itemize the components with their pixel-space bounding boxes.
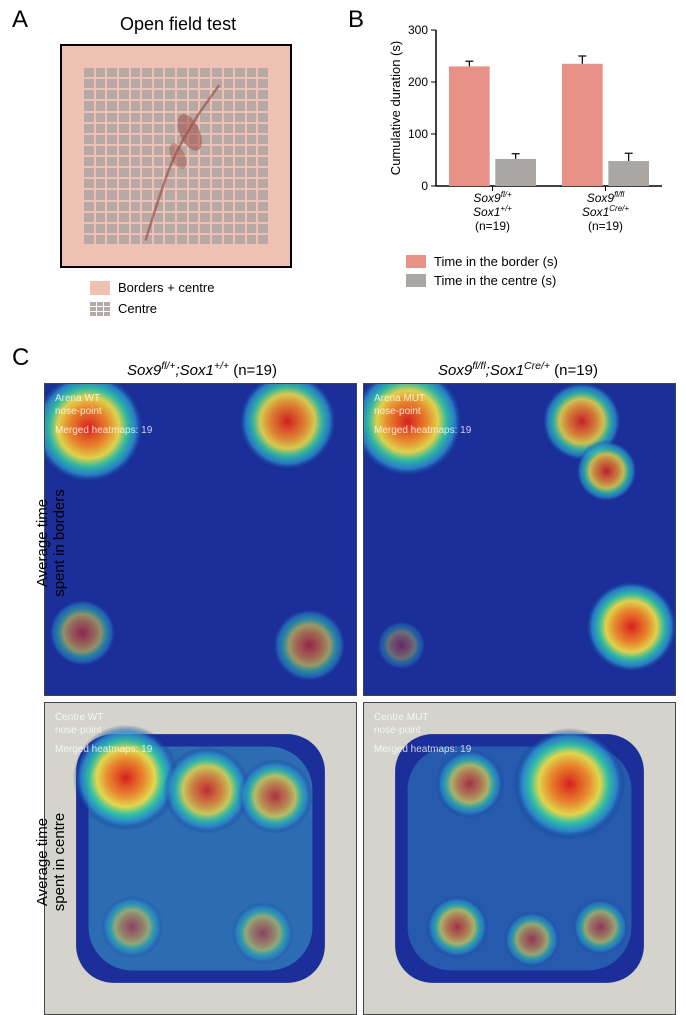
svg-text:0: 0 <box>421 179 428 193</box>
heatmap-overlay-title: Arena MUTnose-point <box>374 392 425 418</box>
heatmap-overlay-title: Centre MUTnose-point <box>374 711 428 737</box>
legend-label: Time in the centre (s) <box>434 273 556 288</box>
legend-swatch-border <box>90 281 110 295</box>
heatmap-column-headers: Sox9fl/+;Sox1+/+ (n=19)Sox9fl/fl;Sox1Cre… <box>44 360 676 383</box>
panel-a-title: Open field test <box>120 14 236 35</box>
heatmap-overlay-title: Arena WTnose-point <box>55 392 102 418</box>
heatmap-col-header: Sox9fl/+;Sox1+/+ (n=19) <box>44 360 360 383</box>
svg-text:(n=19): (n=19) <box>588 219 623 233</box>
chart-legend: Time in the border (s) Time in the centre… <box>406 254 558 292</box>
heatmap-panel: Centre WTnose-point Merged heatmaps: 19 <box>44 702 357 1015</box>
bar-chart: 0 100 200 300 Cumulative duration (s) Sox9fl/… <box>386 20 672 244</box>
arena-centre-grid <box>84 68 268 244</box>
heatmap-overlay-title: Centre WTnose-point <box>55 711 103 737</box>
panel-a-label: A <box>12 6 28 34</box>
heatmap-row-label: Average timespent in centre <box>34 752 68 972</box>
panel-c-container: Sox9fl/+;Sox1+/+ (n=19)Sox9fl/fl;Sox1Cre… <box>44 360 676 1015</box>
heatmap-col-header: Sox9fl/fl;Sox1Cre/+ (n=19) <box>360 360 676 383</box>
svg-text:Sox9fl/+: Sox9fl/+ <box>473 190 512 205</box>
heatmap-panel: Arena MUTnose-point Merged heatmaps: 19 <box>363 383 676 696</box>
heatmap-panel: Centre MUTnose-point Merged heatmaps: 19 <box>363 702 676 1015</box>
heatmap-grid: Arena WTnose-pointMerged heatmaps: 19Are… <box>44 383 676 1015</box>
heatmap-overlay-merged: Merged heatmaps: 19 <box>374 424 471 437</box>
svg-text:Sox9fl/fl: Sox9fl/fl <box>587 190 625 205</box>
panel-a-legend: Borders + centre Centre <box>90 280 214 322</box>
legend-label-centre: Centre <box>118 301 157 316</box>
legend-label: Time in the border (s) <box>434 254 558 269</box>
svg-text:200: 200 <box>408 75 428 89</box>
heatmap-overlay-merged: Merged heatmaps: 19 <box>55 743 152 756</box>
panel-b-label: B <box>348 6 364 34</box>
svg-text:Cumulative duration (s): Cumulative duration (s) <box>388 41 403 175</box>
legend-swatch <box>406 274 426 287</box>
heatmap-overlay-merged: Merged heatmaps: 19 <box>374 743 471 756</box>
heatmap-overlay-merged: Merged heatmaps: 19 <box>55 424 152 437</box>
heatmap-panel: Arena WTnose-point Merged heatmaps: 19 <box>44 383 357 696</box>
svg-text:Sox1Cre/+: Sox1Cre/+ <box>582 204 629 219</box>
open-field-arena <box>60 44 292 268</box>
svg-text:300: 300 <box>408 23 428 37</box>
heatmap-row-label: Average timespent in borders <box>34 433 68 653</box>
svg-text:(n=19): (n=19) <box>475 219 510 233</box>
svg-text:100: 100 <box>408 127 428 141</box>
legend-swatch <box>406 255 426 268</box>
legend-label-border: Borders + centre <box>118 280 214 295</box>
panel-c-label: C <box>12 344 29 372</box>
svg-text:Sox1+/+: Sox1+/+ <box>473 204 512 219</box>
legend-swatch-centre <box>90 302 110 316</box>
